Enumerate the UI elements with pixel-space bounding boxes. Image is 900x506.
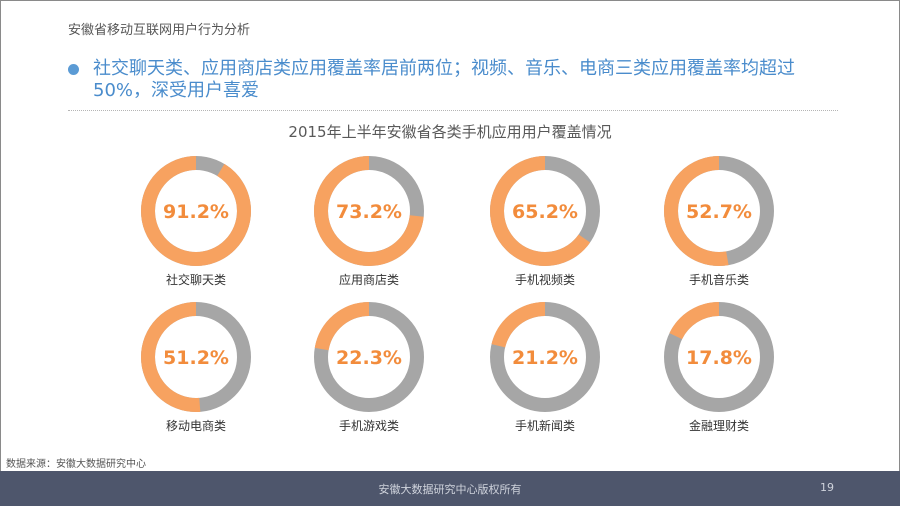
donut-item-1: 73.2% 应用商店类 <box>314 156 424 287</box>
donut-share-item-6 <box>490 302 600 412</box>
donut-value-label: 21.2% <box>512 347 578 369</box>
donut-value-label: 17.8% <box>686 347 752 369</box>
donut-value-label: 91.2% <box>163 201 229 223</box>
donut-value-label: 22.3% <box>336 347 402 369</box>
bullet-dot-icon <box>68 64 79 75</box>
chart-title: 2015年上半年安徽省各类手机应用用户覆盖情况 <box>288 123 612 141</box>
data-source-note: 数据来源：安徽大数据研究中心 <box>6 459 146 470</box>
donut-share-item-2 <box>490 156 600 266</box>
footer-bar: 安徽大数据研究中心版权所有 19 <box>0 471 900 506</box>
page-header-title: 安徽省移动互联网用户行为分析 <box>68 23 251 38</box>
donut-share-item-5 <box>314 302 424 412</box>
donut-share-item-1 <box>314 156 424 266</box>
donut-share-item-0 <box>141 156 251 266</box>
headline-bullet: 社交聊天类、应用商店类应用覆盖率居前两位；视频、音乐、电商三类应用覆盖率均超过5… <box>68 58 848 102</box>
headline-text: 社交聊天类、应用商店类应用覆盖率居前两位；视频、音乐、电商三类应用覆盖率均超过5… <box>93 58 795 101</box>
donut-category-label: 手机视频类 <box>515 272 575 287</box>
donut-category-label: 手机新闻类 <box>515 418 575 433</box>
donut-share-item-4 <box>141 302 251 412</box>
donut-category-label: 手机音乐类 <box>689 272 749 287</box>
donut-item-0: 91.2% 社交聊天类 <box>141 156 251 287</box>
donut-item-5: 22.3% 手机游戏类 <box>314 302 424 433</box>
donut-item-4: 51.2% 移动电商类 <box>141 302 251 433</box>
dotted-divider <box>68 110 838 111</box>
donut-item-7: 17.8% 金融理财类 <box>664 302 774 433</box>
page-number: 19 <box>820 481 834 494</box>
donut-share-item-3 <box>664 156 774 266</box>
donut-item-3: 52.7% 手机音乐类 <box>664 156 774 287</box>
donut-category-label: 金融理财类 <box>689 418 749 433</box>
donut-category-label: 移动电商类 <box>166 418 226 433</box>
donut-item-6: 21.2% 手机新闻类 <box>490 302 600 433</box>
donut-category-label: 应用商店类 <box>339 272 399 287</box>
donut-item-2: 65.2% 手机视频类 <box>490 156 600 287</box>
ring-chart-grid: 91.2% 社交聊天类 73.2% 应用商店类 65.2% 手机视频类 52.7% 手机音乐类… <box>141 156 774 433</box>
donut-value-label: 73.2% <box>336 201 402 223</box>
donut-value-label: 65.2% <box>512 201 578 223</box>
donut-category-label: 手机游戏类 <box>339 419 399 433</box>
donut-share-item-7 <box>664 302 774 412</box>
footer-copyright: 安徽大数据研究中心版权所有 <box>378 483 522 496</box>
donut-value-label: 51.2% <box>163 347 229 369</box>
donut-value-label: 52.7% <box>686 201 752 223</box>
donut-category-label: 社交聊天类 <box>166 272 226 287</box>
